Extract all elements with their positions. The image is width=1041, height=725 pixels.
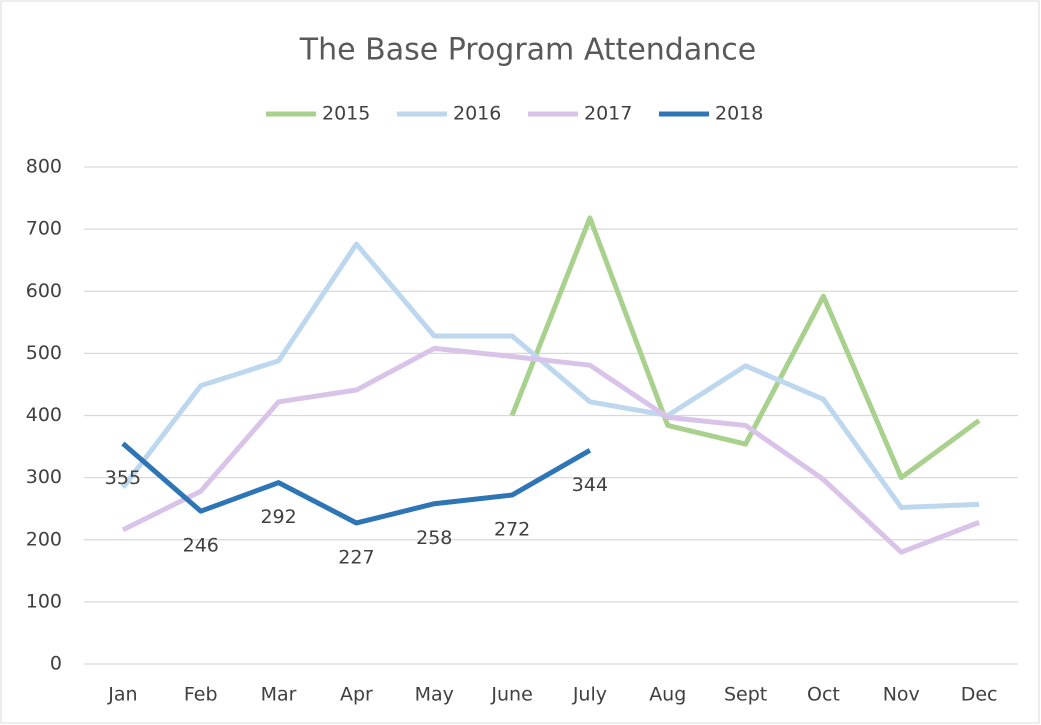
x-tick-label: Apr bbox=[340, 684, 373, 706]
chart-title: The Base Program Attendance bbox=[299, 33, 756, 68]
x-tick-label: Oct bbox=[807, 684, 840, 706]
x-tick-label: Jan bbox=[107, 684, 137, 706]
x-tick-label: May bbox=[415, 684, 454, 706]
series-line bbox=[120, 241, 980, 510]
series-line bbox=[121, 441, 592, 526]
y-tick-label: 600 bbox=[26, 280, 62, 302]
series-line bbox=[509, 215, 981, 481]
data-label: 272 bbox=[494, 519, 530, 541]
x-tick-label: June bbox=[490, 684, 532, 706]
series-line bbox=[121, 345, 980, 555]
y-tick-label: 200 bbox=[26, 528, 62, 550]
y-tick-label: 800 bbox=[26, 156, 62, 178]
data-label: 355 bbox=[105, 467, 141, 489]
data-label: 292 bbox=[260, 506, 296, 528]
y-tick-label: 700 bbox=[26, 218, 62, 240]
y-tick-label: 400 bbox=[26, 404, 62, 426]
legend-label: 2018 bbox=[715, 103, 763, 125]
x-tick-label: Dec bbox=[961, 684, 998, 706]
x-tick-label: Feb bbox=[184, 684, 218, 706]
data-label: 227 bbox=[338, 546, 374, 568]
x-tick-label: Nov bbox=[883, 684, 920, 706]
data-label: 246 bbox=[183, 535, 219, 557]
x-tick-label: Aug bbox=[649, 684, 686, 706]
x-tick-label: Sept bbox=[724, 684, 767, 706]
data-label: 258 bbox=[416, 527, 452, 549]
y-tick-label: 0 bbox=[50, 653, 62, 675]
data-label: 344 bbox=[572, 474, 608, 496]
y-tick-label: 500 bbox=[26, 342, 62, 364]
x-tick-label: July bbox=[572, 684, 607, 706]
legend-label: 2016 bbox=[453, 103, 501, 125]
legend-label: 2015 bbox=[322, 103, 370, 125]
x-tick-label: Mar bbox=[261, 684, 297, 706]
legend-label: 2017 bbox=[584, 103, 632, 125]
y-tick-label: 300 bbox=[26, 466, 62, 488]
y-tick-label: 100 bbox=[26, 590, 62, 612]
